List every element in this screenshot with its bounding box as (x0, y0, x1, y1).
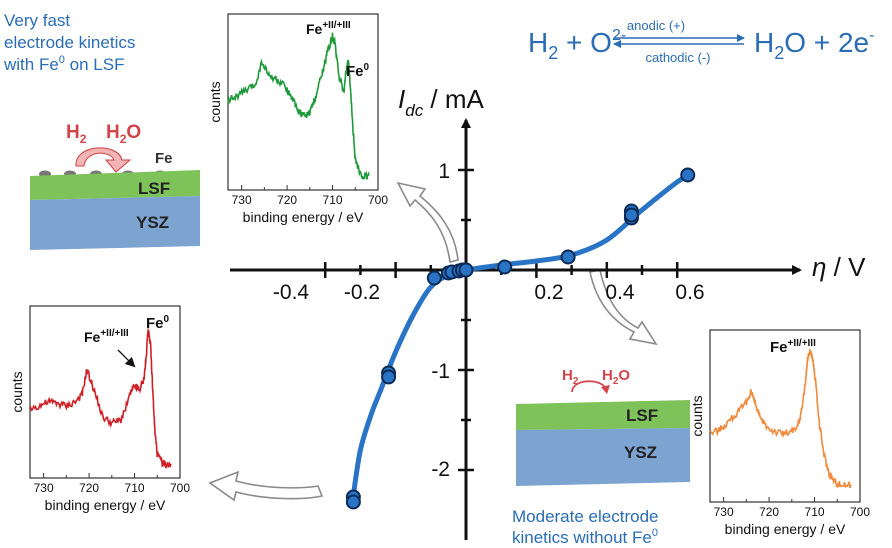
top-note-line3: with Fe0 on LSF (3, 54, 124, 74)
inset-x-tick-label: 730 (232, 193, 252, 207)
pointer-arrow-to-left-inset (208, 470, 324, 502)
xps-inset-fe0-lsf: 730 720 710 700 binding energy / eV counts Fe+… (207, 13, 388, 225)
y-tick-label: -2 (431, 458, 450, 481)
x-axis-label: η / V (812, 252, 866, 282)
data-point (560, 249, 576, 265)
inset-x-tick-label: 730 (714, 505, 734, 519)
inset-x-tick-label: 710 (125, 481, 145, 495)
data-point (426, 270, 442, 286)
bottom-reaction-arrowhead-icon (601, 385, 610, 394)
x-tick-label: 0.6 (675, 281, 704, 304)
pointer-arrows (208, 181, 658, 502)
inset-x-tick-label: 700 (850, 505, 870, 519)
data-point (381, 369, 397, 385)
inset-frame (227, 13, 379, 191)
inset-peak-label: Fe+II/+III (770, 338, 816, 356)
anodic-label: anodic (+) (627, 18, 685, 33)
left-lsf-label: LSF (138, 179, 170, 198)
y-tick-label: -1 (431, 360, 450, 383)
left-ysz-label: YSZ (136, 213, 169, 232)
left-lsf-layer (30, 170, 200, 200)
inset-peak-label: Fe+II/+III (306, 20, 351, 37)
inset-x-tick-label: 700 (368, 193, 388, 207)
inset-x-tick-label: 710 (323, 193, 343, 207)
bottom-ysz-layer (516, 428, 690, 486)
inset-peak-label: Fe0 (146, 314, 170, 332)
xps-inset-no-fe0: 730 720 710 700 binding energy / eV counts Fe+… (689, 329, 870, 537)
data-point (623, 207, 639, 223)
bottom-lsf-layer (516, 400, 690, 430)
bottom-schematic: H2 H2O LSF YSZ Moderate electrode kineti… (512, 367, 690, 547)
x-tick-label: 0.2 (534, 281, 563, 304)
inset-peak-label: Fe0 (346, 62, 370, 80)
data-points (345, 167, 696, 510)
cathodic-label: cathodic (-) (645, 50, 710, 65)
inset-x-tick-label: 730 (34, 481, 54, 495)
xps-spectrum-line (29, 327, 172, 469)
inset-y-label: counts (207, 81, 223, 122)
bottom-h2o-label: H2O (602, 367, 630, 387)
reaction-right: H2O + 2e- (754, 27, 874, 63)
xps-inset-fe0-red: 730 720 710 700 binding energy / eV counts Fe+… (9, 305, 190, 513)
data-point (497, 259, 513, 275)
inset-x-label: binding energy / eV (45, 497, 166, 513)
inset-peak-label: Fe+II/+III (84, 328, 129, 345)
bottom-note-line2: kinetics without Fe0 (512, 527, 658, 547)
inset-y-label: counts (689, 395, 705, 436)
reaction-left: H2 + O2- (528, 27, 626, 63)
y-tick-label: 1 (438, 160, 450, 183)
bottom-h2-label: H2 (562, 367, 579, 387)
x-tick-label: 0.4 (605, 281, 635, 304)
inset-x-label: binding energy / eV (243, 209, 364, 225)
top-note-line2: electrode kinetics (4, 33, 135, 52)
bottom-lsf-label: LSF (626, 406, 658, 425)
data-point (680, 167, 696, 183)
left-reaction-arrow-icon (75, 147, 132, 173)
inset-x-tick-label: 720 (277, 193, 297, 207)
inset-x-tick-label: 720 (759, 505, 779, 519)
inset-x-tick-label: 720 (79, 481, 99, 495)
bottom-note-line1: Moderate electrode (512, 507, 658, 526)
inset-y-label: counts (9, 371, 25, 412)
xps-spectrum-line (227, 32, 370, 180)
inset-x-tick-label: 700 (170, 481, 190, 495)
inset-label-leader (117, 349, 136, 368)
left-h2-label: H2 (66, 122, 87, 146)
left-schematic: H2 H2O Fe LSF YSZ (30, 122, 200, 250)
reaction-equation: H2 + O2- anodic (+) cathodic (-) H2O + 2… (528, 18, 874, 65)
x-tick-label: -0.2 (344, 281, 380, 304)
pointer-arrow-to-right-inset (589, 269, 658, 346)
top-note-line1: Very fast (4, 11, 70, 30)
x-tick-label: -0.4 (273, 281, 310, 304)
inset-x-tick-label: 710 (805, 505, 825, 519)
xps-spectrum-line (709, 349, 852, 489)
left-fe-label: Fe (155, 150, 173, 167)
inset-frame (29, 305, 181, 479)
bottom-ysz-label: YSZ (624, 443, 657, 462)
inset-x-label: binding energy / eV (725, 521, 846, 537)
y-axis-label: Idc / mA (398, 84, 485, 120)
left-h2o-label: H2O (106, 122, 141, 146)
left-ysz-layer (30, 196, 200, 250)
iv-plot: -0.4 -0.2 0.2 0.4 0.6 1 -1 -2 Idc / mA η… (230, 84, 866, 540)
data-point (345, 494, 361, 510)
data-point (458, 262, 474, 278)
top-left-note: Very fast electrode kinetics with Fe0 on… (3, 11, 135, 74)
pointer-arrow-to-top-inset (396, 181, 459, 263)
